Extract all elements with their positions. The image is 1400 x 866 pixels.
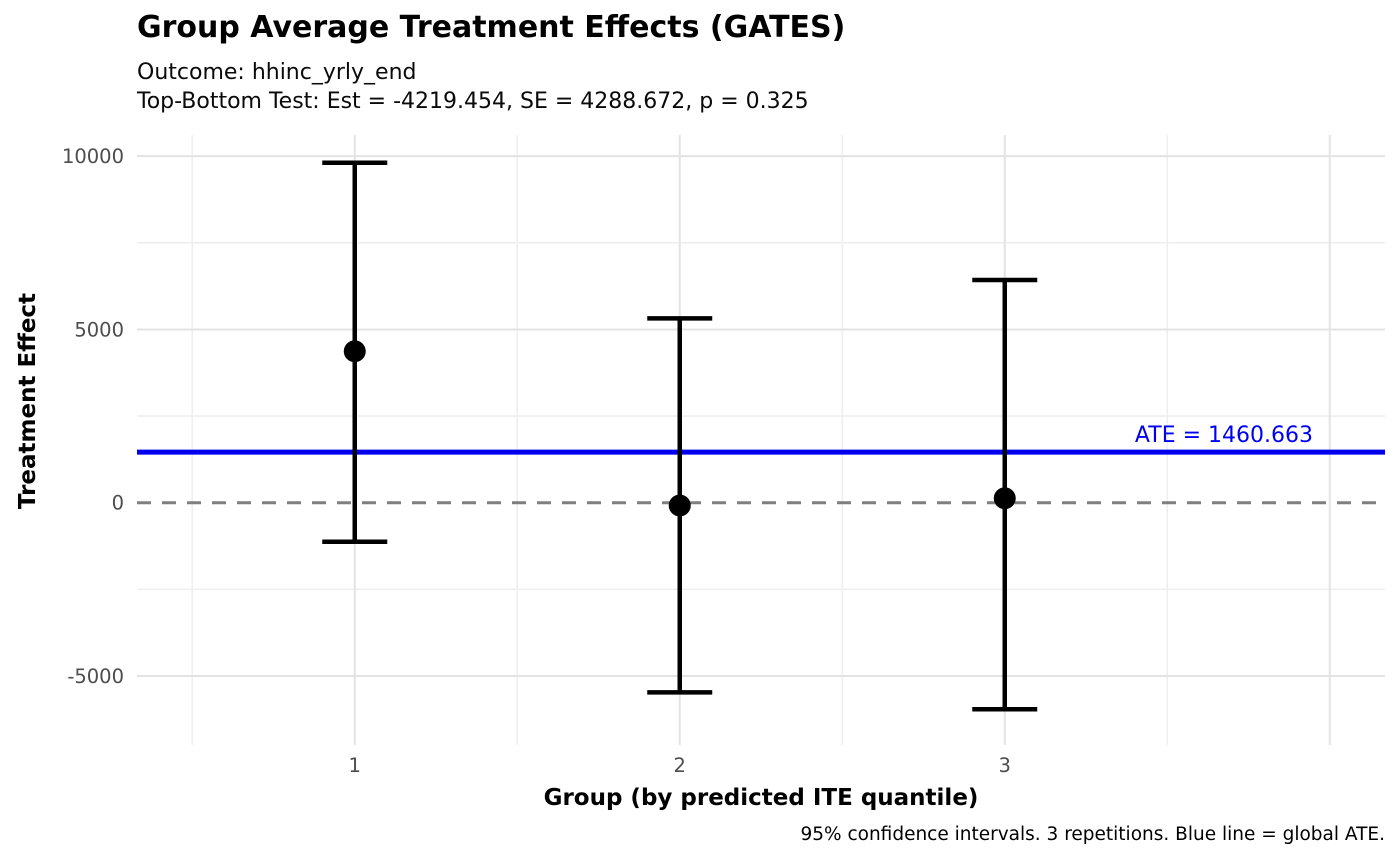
plot-subtitle-outcome: Outcome: hhinc_yrly_end: [137, 60, 417, 85]
y-tick-label: 10000: [62, 145, 124, 168]
y-tick-label: 5000: [74, 318, 124, 341]
x-axis-title: Group (by predicted ITE quantile): [543, 785, 979, 811]
x-tick-label: 1: [349, 754, 361, 777]
y-axis-title: Treatment Effect: [15, 292, 41, 510]
point-estimate-group3: [993, 487, 1016, 510]
plot-caption: 95% confidence intervals. 3 repetitions.…: [800, 824, 1385, 845]
plot-subtitle-test: Top-Bottom Test: Est = -4219.454, SE = 4…: [137, 89, 809, 114]
x-tick-label: 3: [999, 754, 1011, 777]
plot-title: Group Average Treatment Effects (GATES): [137, 10, 846, 45]
point-estimate-group2: [668, 494, 691, 517]
x-tick-label: 2: [674, 754, 686, 777]
y-tick-label: 0: [112, 492, 124, 515]
ate-label: ATE = 1460.663: [1135, 423, 1313, 448]
point-estimate-group1: [343, 340, 366, 363]
y-tick-label: -5000: [67, 665, 124, 688]
